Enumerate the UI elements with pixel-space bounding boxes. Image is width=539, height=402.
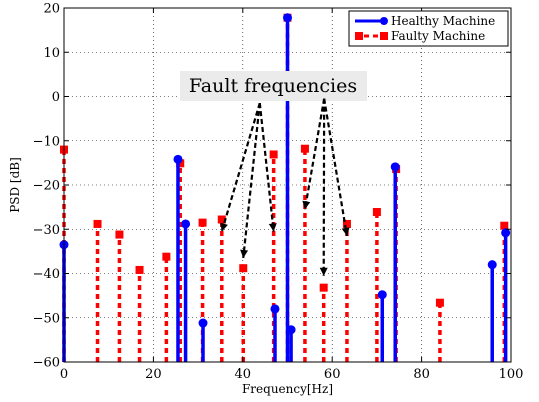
faulty-marker (176, 159, 185, 168)
faulty-marker (435, 298, 444, 307)
annotation-arrow-head (268, 223, 277, 232)
grid-lines (64, 8, 511, 362)
faulty-marker (239, 264, 248, 273)
y-tick-label: 10 (43, 46, 60, 61)
healthy-marker (270, 304, 280, 314)
y-tick-label: −50 (33, 311, 60, 326)
x-tick-label: 60 (324, 367, 341, 382)
faulty-marker (500, 221, 509, 230)
annotation-arrow-line (258, 103, 275, 232)
legend-healthy-marker (380, 17, 388, 25)
healthy-marker (377, 290, 387, 300)
legend-faulty-marker-right (380, 32, 388, 40)
y-axis-label: PSD [dB] (8, 157, 22, 213)
annotation-arrow-line (303, 98, 326, 210)
y-tick-label: 0 (52, 90, 60, 105)
faulty-marker (198, 218, 207, 227)
healthy-marker (173, 154, 183, 164)
faulty-marker (269, 150, 278, 159)
y-tick-label: −60 (33, 356, 60, 371)
legend: Healthy Machine Faulty Machine (348, 10, 509, 47)
healthy-marker (198, 318, 208, 328)
legend-faulty-label: Faulty Machine (391, 29, 485, 43)
y-tick-label: 20 (43, 2, 60, 17)
annotation-text: Fault frequencies (189, 75, 357, 97)
faulty-marker (217, 215, 226, 224)
annotation-arrow-line (323, 98, 349, 237)
y-tick-label: −30 (33, 223, 60, 238)
y-tick-label: −40 (33, 267, 60, 282)
healthy-marker (487, 260, 497, 270)
annotation-arrow-head (240, 249, 249, 259)
annotation-arrow-line (220, 102, 261, 232)
healthy-marker (286, 325, 296, 335)
x-tick-label: 20 (145, 367, 162, 382)
annotation-background (180, 71, 367, 101)
healthy-marker (283, 13, 292, 23)
faulty-marker (135, 265, 144, 274)
faulty-marker (342, 219, 351, 228)
x-tick-label: 40 (235, 367, 252, 382)
annotation-arrow-head (319, 267, 328, 276)
healthy-marker (390, 162, 400, 172)
faulty-marker (372, 207, 381, 216)
x-axis-label: Frequency[Hz] (242, 382, 333, 396)
axis-ticks: 0 20 40 60 80 100 −60 −50 −40 −30 −20 −10 0 10 20 (33, 2, 524, 383)
legend-box (348, 10, 509, 47)
annotation-arrow-line (242, 103, 261, 259)
annotation-arrow-head (220, 222, 228, 232)
y-tick-label: −20 (33, 179, 60, 194)
x-tick-label: 0 (60, 367, 68, 382)
faulty-marker (162, 252, 171, 261)
annotation-arrow-head (341, 227, 350, 236)
annotation-arrow-head (302, 200, 311, 210)
faulty-marker (115, 230, 124, 239)
legend-faulty-marker-left (355, 32, 363, 40)
stem-series (59, 13, 511, 362)
faulty-marker (93, 219, 102, 228)
faulty-marker (300, 144, 309, 153)
faulty-marker (319, 283, 328, 292)
legend-healthy-label: Healthy Machine (391, 14, 495, 28)
healthy-marker (501, 228, 511, 238)
x-tick-label: 100 (499, 367, 524, 382)
y-tick-label: −10 (33, 134, 60, 149)
fault-frequency-annotation: Fault frequencies (180, 71, 367, 276)
x-tick-label: 80 (413, 367, 430, 382)
healthy-marker (181, 219, 191, 229)
